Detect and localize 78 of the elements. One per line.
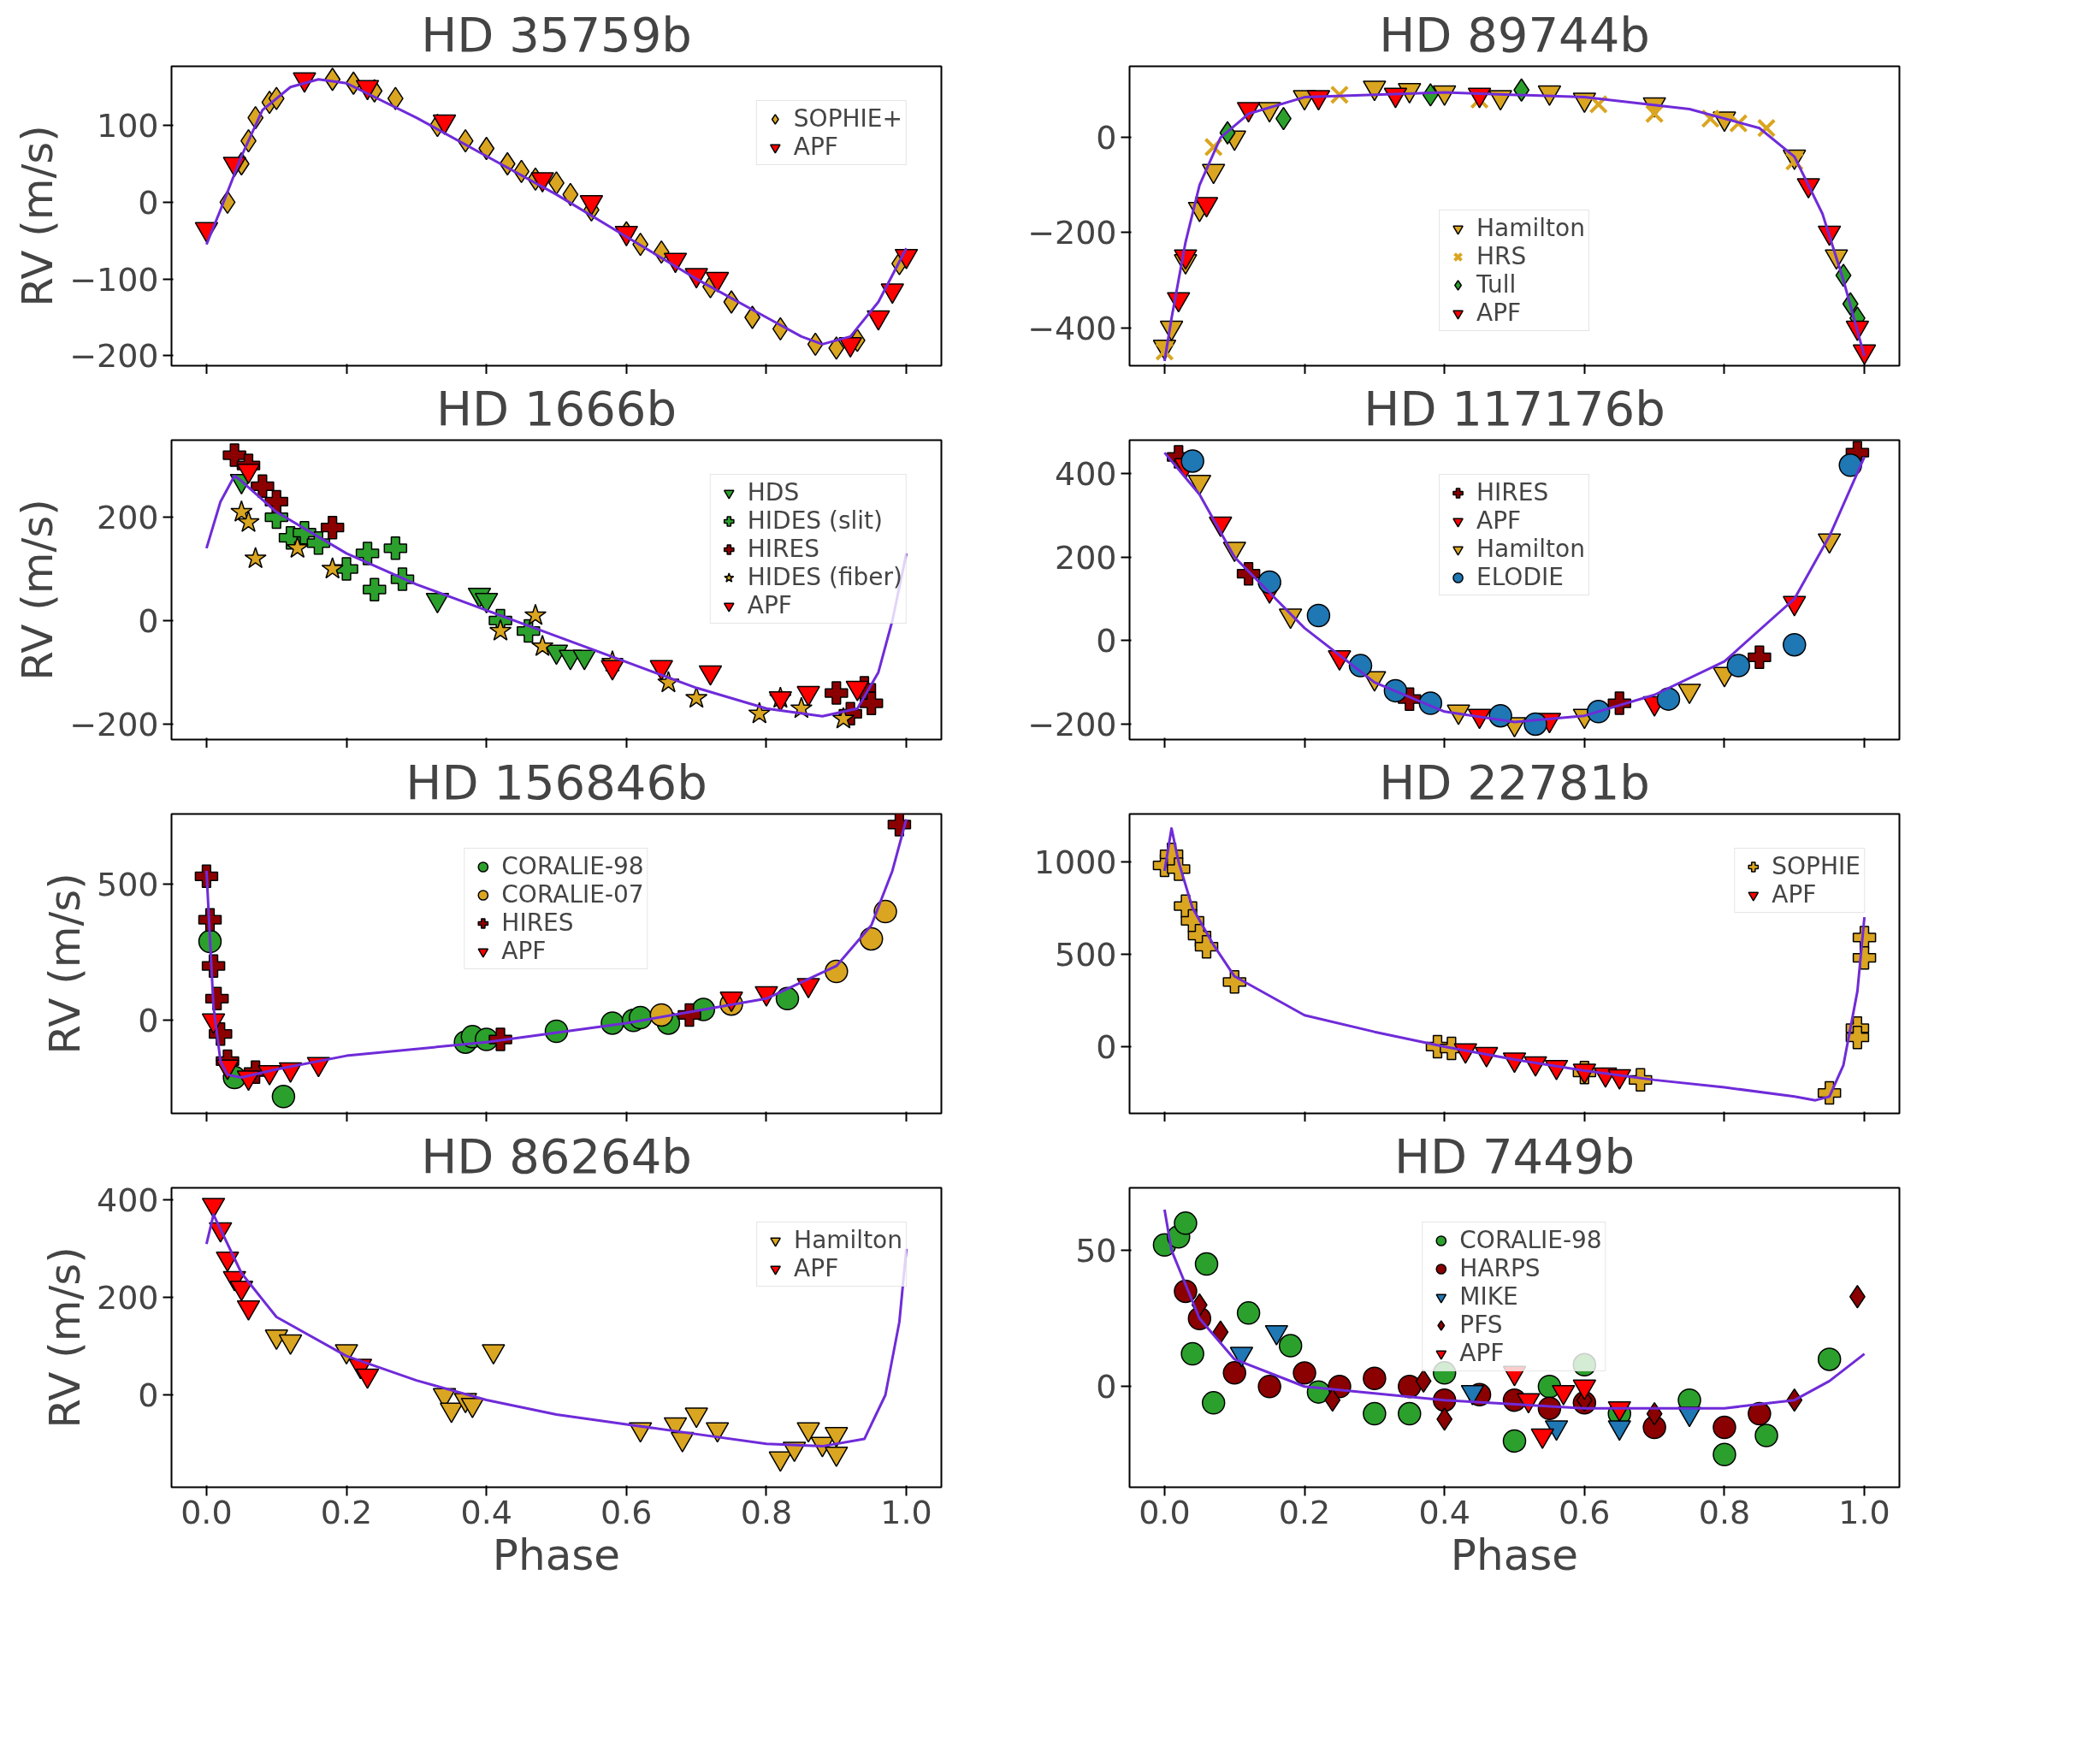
legend-label: APF — [1772, 880, 1817, 909]
chart-title: HD 89744b — [1379, 6, 1650, 62]
legend-label: HDS — [747, 478, 800, 506]
x-tick-label: 0.0 — [180, 1493, 233, 1531]
y-tick-label: 500 — [1054, 935, 1117, 974]
y-tick-label: 200 — [96, 499, 159, 537]
y-tick-label: 1000 — [1033, 843, 1117, 881]
chart-title: HD 22781b — [1379, 754, 1650, 810]
y-tick-label: 200 — [1054, 538, 1117, 577]
y-tick-label: 500 — [96, 866, 159, 904]
legend-label: Hamilton — [1476, 535, 1585, 563]
legend-label: SOPHIE — [1772, 852, 1860, 880]
x-tick-label: 0.8 — [1698, 1493, 1751, 1531]
x-tick-label: 0.6 — [600, 1493, 653, 1531]
y-tick-label: 0 — [1096, 119, 1117, 157]
x-tick-label: 0.8 — [740, 1493, 793, 1531]
y-tick-label: 400 — [1054, 455, 1117, 494]
y-tick-label: −100 — [69, 260, 159, 299]
legend-label: APF — [501, 937, 547, 965]
x-tick-label: 0.6 — [1559, 1493, 1611, 1531]
y-tick-label: −200 — [69, 705, 159, 743]
legend-label: PFS — [1459, 1311, 1503, 1339]
legend-label: SOPHIE+ — [793, 104, 902, 133]
legend-label: APF — [1459, 1339, 1505, 1367]
x-tick-label: 0.2 — [320, 1493, 373, 1531]
y-tick-label: −200 — [69, 337, 159, 376]
chart-title: HD 117176b — [1364, 380, 1665, 436]
y-tick-label: 0 — [138, 1376, 159, 1415]
legend-label: APF — [793, 133, 838, 161]
y-tick-label: −400 — [1027, 309, 1117, 347]
legend-label: MIKE — [1459, 1282, 1518, 1311]
y-axis-title: RV (m/s) — [39, 1246, 90, 1429]
x-axis-title: Phase — [1450, 1530, 1579, 1580]
chart-title: HD 7449b — [1393, 1128, 1636, 1184]
y-axis-title: RV (m/s) — [13, 125, 63, 307]
x-tick-label: 1.0 — [1838, 1493, 1890, 1531]
legend-label: CORALIE-98 — [501, 852, 644, 880]
x-axis-title: Phase — [492, 1530, 621, 1580]
legend-label: HIDES (fiber) — [747, 563, 902, 591]
legend-label: HIRES — [747, 535, 819, 563]
legend-label: APF — [1476, 506, 1522, 535]
x-tick-label: 0.4 — [1418, 1493, 1470, 1531]
y-tick-label: 0 — [138, 601, 159, 640]
x-tick-label: 0.0 — [1139, 1493, 1191, 1531]
x-tick-label: 0.4 — [460, 1493, 512, 1531]
legend-label: HIDES (slit) — [747, 506, 883, 535]
y-tick-label: 100 — [96, 107, 159, 145]
y-tick-label: 200 — [96, 1279, 159, 1317]
legend-label: APF — [1476, 299, 1522, 327]
x-tick-label: 0.2 — [1278, 1493, 1331, 1531]
y-tick-label: 0 — [138, 1002, 159, 1040]
legend-label: Tull — [1476, 270, 1517, 299]
legend-label: CORALIE-07 — [501, 880, 644, 909]
chart-title: HD 156846b — [405, 754, 707, 810]
legend-label: ELODIE — [1476, 563, 1564, 591]
legend-label: Hamilton — [794, 1226, 902, 1254]
legend-label: APF — [747, 591, 792, 619]
y-tick-label: 0 — [1096, 1027, 1117, 1066]
legend-label: HRS — [1476, 242, 1527, 270]
y-axis-title: RV (m/s) — [13, 499, 63, 681]
x-tick-label: 1.0 — [880, 1493, 932, 1531]
y-axis-title: RV (m/s) — [39, 873, 90, 1055]
y-tick-label: 50 — [1075, 1232, 1117, 1270]
y-tick-label: −200 — [1027, 705, 1117, 743]
legend-label: HIRES — [501, 909, 574, 937]
legend-label: CORALIE-98 — [1459, 1226, 1602, 1254]
chart-title: HD 86264b — [421, 1128, 692, 1184]
y-tick-label: 0 — [138, 183, 159, 222]
y-tick-label: 0 — [1096, 622, 1117, 660]
legend-label: APF — [794, 1254, 839, 1282]
legend-label: HIRES — [1476, 478, 1549, 506]
legend-label: HARPS — [1459, 1254, 1541, 1282]
legend-label: Hamilton — [1476, 214, 1585, 242]
chart-title: HD 35759b — [421, 6, 692, 62]
y-tick-label: 400 — [96, 1181, 159, 1220]
chart-title: HD 1666b — [435, 380, 677, 436]
y-tick-label: 0 — [1096, 1368, 1117, 1406]
y-tick-label: −200 — [1027, 214, 1117, 252]
